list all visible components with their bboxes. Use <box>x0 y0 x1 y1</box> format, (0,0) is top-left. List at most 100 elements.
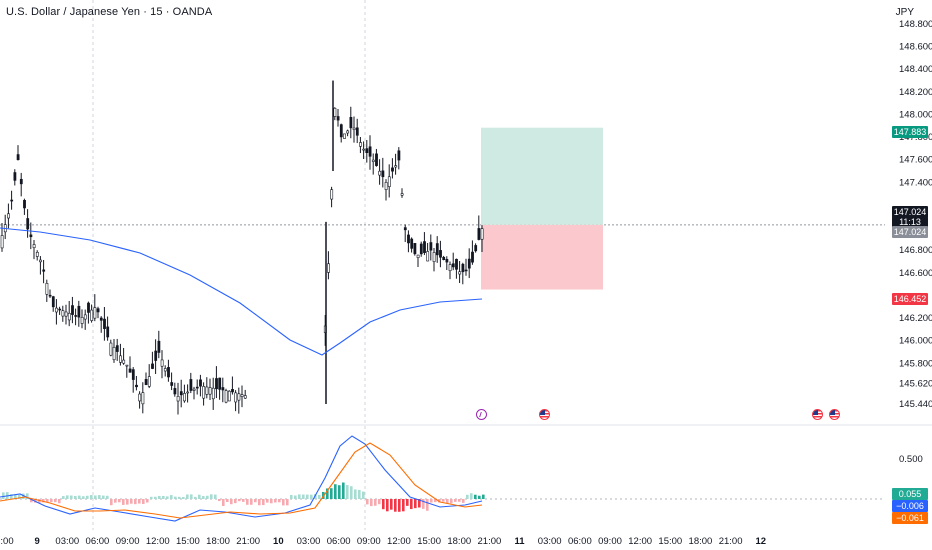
candlestick <box>426 242 430 262</box>
macd-histogram-bar <box>106 495 109 499</box>
candlestick <box>467 248 471 279</box>
macd-histogram-bar <box>282 499 285 506</box>
macd-histogram-bar <box>42 499 45 503</box>
candlestick <box>186 384 190 403</box>
candlestick <box>195 379 199 395</box>
macd-histogram-bar <box>174 496 177 499</box>
macd-histogram-bar <box>218 499 221 502</box>
bar-countdown: 11:13 <box>892 217 928 228</box>
macd-histogram-bar <box>330 488 333 499</box>
macd-histogram-bar <box>146 499 149 503</box>
candlestick <box>16 145 20 161</box>
us-flag-icon[interactable] <box>812 409 823 420</box>
macd-histogram-bar <box>318 494 321 499</box>
candlestick <box>29 222 33 250</box>
price-tick-label: 148.600 <box>899 42 932 53</box>
macd-histogram-bar <box>478 495 481 499</box>
macd-histogram-bar <box>110 499 113 506</box>
candlestick <box>125 364 129 378</box>
macd-histogram-bar <box>258 499 261 506</box>
candlestick <box>112 338 116 363</box>
stop-price-tag: 146.452 <box>892 293 928 305</box>
macd-histogram-bar <box>158 495 161 499</box>
macd-histogram-bar <box>346 485 349 499</box>
macd-histogram-bar <box>370 499 373 507</box>
candlestick <box>403 224 407 243</box>
macd-histogram-bar <box>78 495 81 499</box>
candlestick <box>413 243 417 256</box>
macd-histogram-bar <box>410 499 413 510</box>
macd-tick-label: 0.500 <box>899 454 923 465</box>
candlestick <box>419 241 423 257</box>
macd-histogram-bar <box>362 491 365 499</box>
candlestick <box>80 309 84 329</box>
us-flag-icon[interactable] <box>829 409 840 420</box>
macd-histogram-bar <box>18 494 21 499</box>
target-zone <box>481 127 603 225</box>
macd-histogram-bar <box>138 499 141 504</box>
symbol-title[interactable]: U.S. Dollar / Japanese Yen · 15 · OANDA <box>6 6 213 18</box>
time-axis[interactable]: :00 9 03:00 06:00 09:00 12:00 15:00 18:00 21:00 1… <box>0 536 766 547</box>
candlestick <box>192 386 196 400</box>
macd-histogram-bar <box>70 495 73 499</box>
price-axis[interactable]: 148.800148.600148.400148.200148.000147.8… <box>899 19 932 465</box>
candlestick <box>439 240 442 268</box>
candlestick <box>74 308 78 326</box>
lightning-icon[interactable] <box>476 409 487 420</box>
candlestick <box>122 347 126 365</box>
candlestick <box>333 107 337 121</box>
candlestick <box>58 306 62 315</box>
macd-histogram-bar <box>170 495 173 499</box>
day-label: 12 <box>755 536 766 547</box>
position-zones[interactable] <box>481 127 603 290</box>
macd-histogram-bar <box>354 489 357 499</box>
candlestick <box>355 118 359 144</box>
us-flag-icon[interactable] <box>539 409 550 420</box>
candlestick <box>387 164 391 198</box>
macd-histogram-bar <box>482 494 485 499</box>
candlestick <box>237 387 241 414</box>
target-price-tag: 147.883 <box>892 126 928 138</box>
candlestick <box>394 153 398 175</box>
time-label: 03:00 <box>297 536 321 547</box>
time-label: 15:00 <box>417 536 441 547</box>
candlestick <box>477 215 481 241</box>
macd-histogram-bar <box>434 499 437 503</box>
time-label: 09:00 <box>357 536 381 547</box>
candlestick <box>99 316 103 333</box>
macd-histogram-bar <box>30 499 33 503</box>
macd-histogram-bar <box>62 496 65 499</box>
candlestick <box>119 343 122 366</box>
macd-histogram-bar <box>422 499 425 509</box>
candlestick <box>147 364 151 389</box>
macd-histogram-bar <box>442 499 445 502</box>
macd-histogram-bar <box>402 499 405 512</box>
candlestick <box>64 304 68 325</box>
macd-histogram-bar <box>142 499 145 504</box>
stop-zone <box>481 224 603 290</box>
candlestick <box>115 338 119 361</box>
candlestick <box>451 252 455 271</box>
candlestick <box>61 305 65 322</box>
macd-histogram-bar <box>154 496 157 499</box>
macd-histogram-bar <box>274 499 277 503</box>
time-label: 06:00 <box>568 536 592 547</box>
macd-histogram-bar <box>2 492 5 499</box>
day-label: 10 <box>273 536 284 547</box>
price-tick-label: 147.600 <box>899 155 932 166</box>
candlestick <box>458 261 462 284</box>
macd-histogram-bar <box>366 499 369 505</box>
time-label: 18:00 <box>447 536 471 547</box>
candlestick <box>397 147 401 170</box>
moving-average-path <box>0 227 483 356</box>
candlestick-series <box>0 80 484 415</box>
macd-histogram-bar <box>378 499 381 505</box>
candlestick <box>416 254 420 268</box>
candlestick <box>106 316 110 341</box>
candlestick <box>167 359 170 382</box>
macd-histogram-bar <box>382 499 385 510</box>
candlestick <box>13 169 17 186</box>
candlestick <box>67 300 71 327</box>
price-tick-label: 146.800 <box>899 245 932 256</box>
